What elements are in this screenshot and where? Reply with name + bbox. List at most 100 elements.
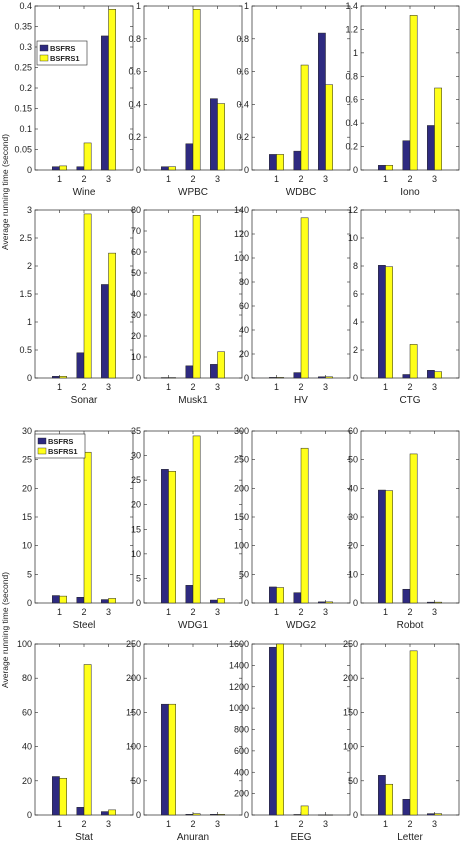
y-tick-label: 800 bbox=[234, 725, 249, 735]
y-tick-label: 0 bbox=[136, 598, 141, 608]
y-tick-label: 60 bbox=[348, 426, 358, 436]
y-tick-label: 100 bbox=[234, 253, 249, 263]
y-tick-label: 100 bbox=[17, 639, 32, 649]
y-tick-label: 200 bbox=[234, 483, 249, 493]
legend-swatch bbox=[39, 54, 49, 62]
bar-bsfrs1 bbox=[192, 215, 201, 379]
bar-bsfrs bbox=[402, 374, 411, 379]
legend-swatch bbox=[39, 44, 49, 52]
bar-bsfrs1 bbox=[192, 813, 201, 816]
legend-label: BSFRS1 bbox=[50, 54, 80, 63]
y-tick-label: 25 bbox=[22, 455, 32, 465]
y-tick-label: 200 bbox=[234, 789, 249, 799]
y-tick-label: 20 bbox=[348, 541, 358, 551]
x-tick-label: 2 bbox=[298, 174, 303, 184]
y-tick-label: 250 bbox=[343, 639, 358, 649]
y-tick-label: 70 bbox=[131, 226, 141, 236]
bar-bsfrs1 bbox=[108, 598, 116, 604]
bar-bsfrs bbox=[210, 599, 218, 604]
bar-bsfrs1 bbox=[276, 154, 284, 171]
bar-bsfrs bbox=[185, 365, 194, 379]
x-tick-label: 2 bbox=[407, 819, 412, 829]
x-tick-label: 3 bbox=[215, 819, 220, 829]
bar-bsfrs1 bbox=[325, 601, 333, 604]
bar-bsfrs bbox=[269, 377, 277, 379]
y-tick-label: 0 bbox=[353, 373, 358, 383]
y-tick-label: 1.5 bbox=[19, 289, 32, 299]
subplot-title: CTG bbox=[399, 395, 420, 406]
x-tick-label: 2 bbox=[407, 382, 412, 392]
y-tick-label: 60 bbox=[131, 247, 141, 257]
y-tick-label: 0.4 bbox=[345, 118, 358, 128]
y-tick-label: 20 bbox=[239, 349, 249, 359]
bar-bsfrs bbox=[269, 154, 277, 171]
bar-bsfrs1 bbox=[217, 598, 225, 604]
y-tick-label: 20 bbox=[131, 331, 141, 341]
x-tick-label: 2 bbox=[298, 819, 303, 829]
bar-bsfrs1 bbox=[168, 377, 176, 379]
bar-bsfrs bbox=[378, 775, 386, 816]
y-tick-label: 5 bbox=[27, 569, 32, 579]
y-tick-label: 0.4 bbox=[128, 99, 141, 109]
y-tick-label: 600 bbox=[234, 746, 249, 756]
bar-bsfrs1 bbox=[409, 453, 418, 604]
bar-bsfrs bbox=[185, 585, 194, 604]
y-tick-label: 0 bbox=[136, 373, 141, 383]
x-tick-label: 1 bbox=[57, 819, 62, 829]
y-tick-label: 5 bbox=[136, 573, 141, 583]
y-tick-label: 0.3 bbox=[19, 42, 32, 52]
y-tick-label: 2.5 bbox=[19, 233, 32, 243]
bar-bsfrs1 bbox=[83, 451, 92, 604]
bar-bsfrs1 bbox=[192, 435, 201, 604]
x-tick-label: 1 bbox=[383, 607, 388, 617]
y-tick-label: 40 bbox=[22, 742, 32, 752]
y-tick-label: 40 bbox=[348, 483, 358, 493]
y-tick-label: 25 bbox=[131, 475, 141, 485]
x-tick-label: 3 bbox=[215, 607, 220, 617]
x-tick-label: 1 bbox=[166, 174, 171, 184]
legend-label: BSFRS bbox=[48, 437, 73, 446]
x-tick-label: 1 bbox=[57, 174, 62, 184]
bar-bsfrs1 bbox=[325, 84, 333, 171]
y-tick-label: 2 bbox=[353, 345, 358, 355]
y-tick-label: 200 bbox=[343, 673, 358, 683]
bar-bsfrs1 bbox=[300, 805, 309, 816]
y-tick-label: 15 bbox=[131, 524, 141, 534]
bar-bsfrs1 bbox=[300, 217, 309, 379]
subplot-title: Musk1 bbox=[178, 395, 208, 406]
y-tick-label: 100 bbox=[126, 742, 141, 752]
subplot-title: EEG bbox=[290, 832, 311, 842]
y-tick-label: 30 bbox=[131, 451, 141, 461]
bar-bsfrs bbox=[402, 140, 411, 171]
subplot-title: Sonar bbox=[71, 395, 98, 406]
y-tick-label: 8 bbox=[353, 261, 358, 271]
bar-bsfrs bbox=[76, 597, 85, 604]
bar-bsfrs1 bbox=[59, 376, 67, 379]
bar-bsfrs bbox=[101, 35, 109, 171]
y-tick-label: 0 bbox=[27, 810, 32, 820]
subplot-title: Stat bbox=[75, 832, 93, 842]
bar-bsfrs1 bbox=[434, 601, 442, 604]
x-tick-label: 3 bbox=[432, 819, 437, 829]
subplot-title: WPBC bbox=[178, 187, 208, 198]
bar-bsfrs1 bbox=[217, 351, 225, 379]
bar-bsfrs bbox=[269, 646, 277, 816]
y-tick-label: 10 bbox=[22, 541, 32, 551]
bar-bsfrs bbox=[161, 469, 169, 604]
subplot-title: Robot bbox=[397, 620, 424, 631]
y-tick-label: 250 bbox=[126, 639, 141, 649]
bar-bsfrs bbox=[427, 370, 435, 379]
bar-bsfrs bbox=[161, 166, 169, 171]
bar-bsfrs bbox=[318, 601, 326, 604]
y-tick-label: 100 bbox=[234, 541, 249, 551]
y-tick-label: 1.2 bbox=[345, 24, 358, 34]
x-tick-label: 1 bbox=[166, 819, 171, 829]
bar-bsfrs1 bbox=[83, 664, 92, 816]
y-tick-label: 400 bbox=[234, 767, 249, 777]
bar-bsfrs bbox=[378, 265, 386, 379]
y-tick-label: 0 bbox=[244, 598, 249, 608]
y-tick-label: 4 bbox=[353, 317, 358, 327]
